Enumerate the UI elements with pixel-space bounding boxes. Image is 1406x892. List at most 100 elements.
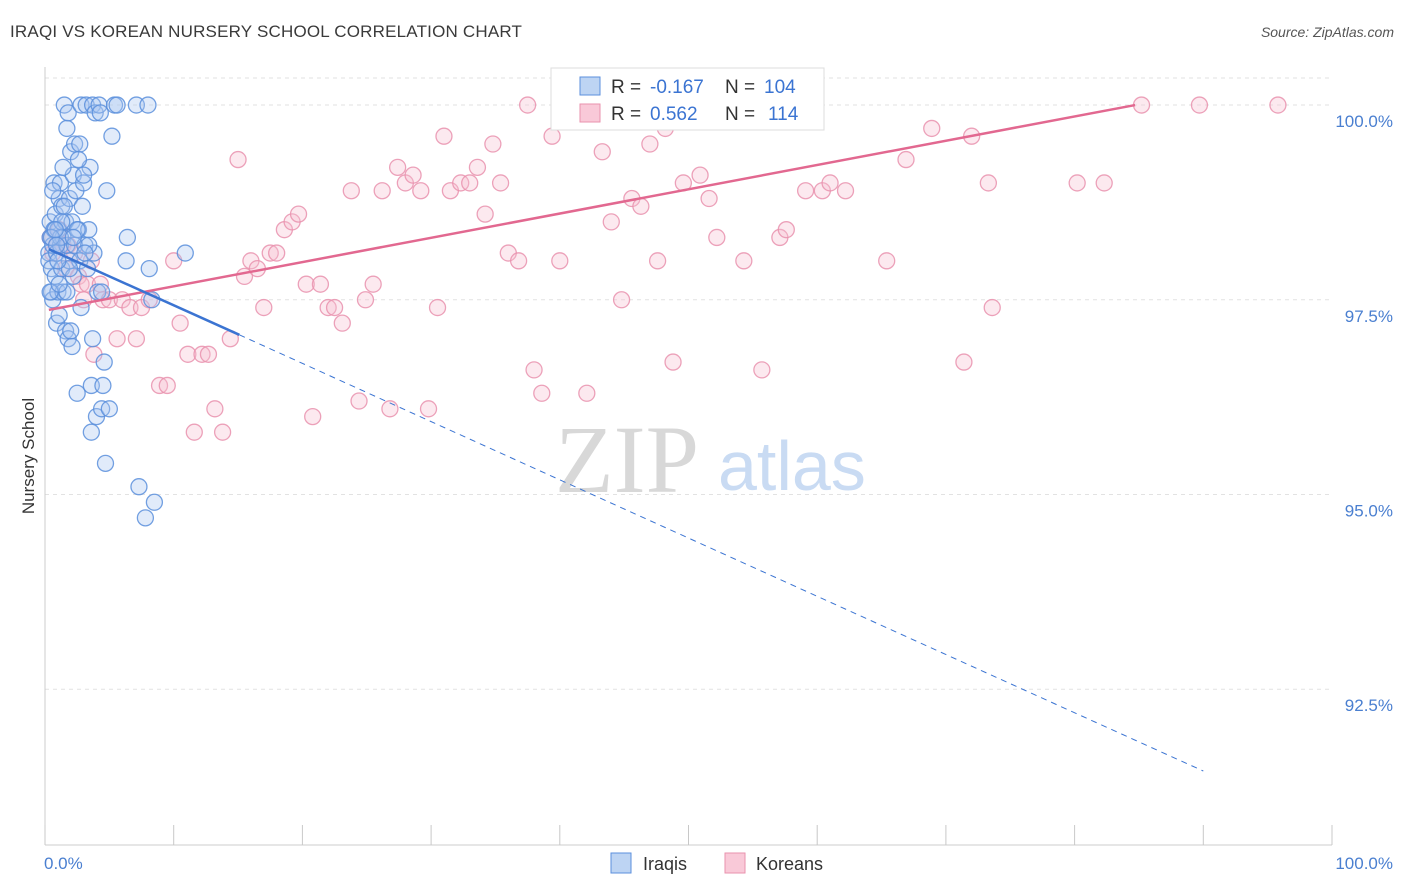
korean-point (955, 353, 973, 371)
korean-point (923, 119, 941, 138)
korean-point (356, 291, 375, 309)
korean-point (777, 221, 795, 239)
korean-point (127, 330, 146, 348)
korean-point (509, 252, 528, 270)
korean-point (268, 244, 286, 262)
watermark: ZIP atlas (555, 406, 866, 513)
korean-point (229, 150, 247, 169)
iraqis-n-value: 104 (764, 77, 796, 98)
iraqi-point (103, 127, 121, 145)
iraqis-trendline-extension (239, 334, 1204, 772)
korean-point (304, 407, 322, 426)
stats-legend-box: R = -0.167 N = 104 R = 0.562 N = 114 (550, 67, 825, 131)
iraqi-point (82, 423, 100, 441)
korean-point (171, 314, 189, 332)
korean-point (108, 330, 126, 348)
korean-point (419, 400, 438, 418)
iraqi-point (80, 236, 98, 254)
iraqi-point (58, 119, 76, 138)
iraqi-point (44, 182, 62, 200)
korean-point (648, 252, 667, 270)
iraqi-point (62, 322, 80, 340)
korean-point (878, 252, 896, 270)
koreans-r-label: R = (611, 104, 641, 125)
korean-point (700, 189, 718, 208)
x-tick-labels: 0.0% 100.0% (44, 854, 1393, 873)
iraqi-point (54, 158, 72, 177)
korean-point (612, 291, 631, 309)
iraqi-point (139, 96, 157, 114)
iraqis-legend-label: Iraqis (643, 854, 687, 874)
korean-point (261, 244, 279, 262)
korean-point (632, 197, 650, 215)
korean-point (821, 174, 839, 192)
iraqi-point (69, 150, 88, 169)
iraqi-point (92, 283, 111, 301)
korean-point (983, 298, 1001, 317)
korean-point (388, 158, 407, 177)
iraqi-point (71, 135, 89, 153)
korean-point (1132, 96, 1151, 114)
koreans-points (41, 96, 1287, 441)
korean-point (185, 423, 203, 441)
trendlines (48, 103, 1204, 772)
iraqis-r-label: R = (611, 77, 641, 98)
iraqi-point (145, 493, 164, 511)
iraqi-point (95, 353, 113, 371)
korean-point (578, 384, 596, 402)
korean-point (468, 158, 487, 177)
korean-point (206, 400, 224, 418)
korean-point (753, 361, 771, 379)
watermark-atlas: atlas (718, 427, 866, 505)
iraqis-n-label: N = (725, 77, 755, 98)
iraqi-point (63, 337, 81, 356)
koreans-legend-label: Koreans (756, 854, 823, 874)
iraqi-point (94, 376, 112, 395)
legend-item-iraqis[interactable]: Iraqis (610, 852, 687, 874)
korean-point (476, 205, 494, 223)
gridlines (45, 77, 1332, 690)
korean-point (452, 174, 470, 192)
iraqi-point (91, 104, 109, 122)
korean-point (158, 376, 176, 395)
korean-point (543, 127, 561, 145)
iraqi-point (117, 252, 135, 270)
korean-point (255, 298, 273, 317)
korean-point (897, 150, 915, 169)
korean-point (428, 298, 447, 317)
korean-point (593, 143, 611, 161)
y-tick-labels: 92.5% 95.0% 97.5% 100.0% (1335, 112, 1393, 715)
y-tick-label: 95.0% (1345, 501, 1393, 520)
korean-point (491, 174, 510, 192)
korean-point (461, 174, 479, 192)
iraqi-point (55, 96, 73, 114)
korean-point (350, 392, 368, 410)
iraqis-stat-swatch (579, 76, 601, 96)
legend-item-koreans[interactable]: Koreans (724, 852, 823, 874)
korean-point (641, 135, 659, 153)
iraqis-points (40, 96, 194, 527)
iraqi-point (136, 509, 155, 527)
iraqi-point (50, 275, 68, 293)
korean-point (333, 314, 351, 332)
korean-point (373, 182, 391, 200)
y-tick-label: 100.0% (1335, 112, 1393, 131)
iraqi-point (68, 221, 86, 239)
iraqi-point (76, 244, 94, 262)
iraqi-point (118, 228, 137, 247)
iraqi-point (83, 330, 102, 348)
iraqis-trendline (48, 248, 240, 336)
x-tick-label-min: 0.0% (44, 854, 83, 873)
axes (44, 67, 1333, 846)
korean-point (484, 135, 502, 153)
korean-point (1269, 96, 1287, 114)
iraqi-point (74, 166, 93, 184)
iraqi-point (73, 197, 91, 215)
korean-point (708, 228, 726, 247)
korean-point (518, 96, 537, 114)
iraqi-point (96, 454, 115, 472)
korean-point (342, 182, 360, 200)
korean-point (1068, 174, 1086, 192)
iraqi-point (176, 244, 194, 262)
source-label: Source: ZipAtlas.com (1260, 24, 1394, 40)
